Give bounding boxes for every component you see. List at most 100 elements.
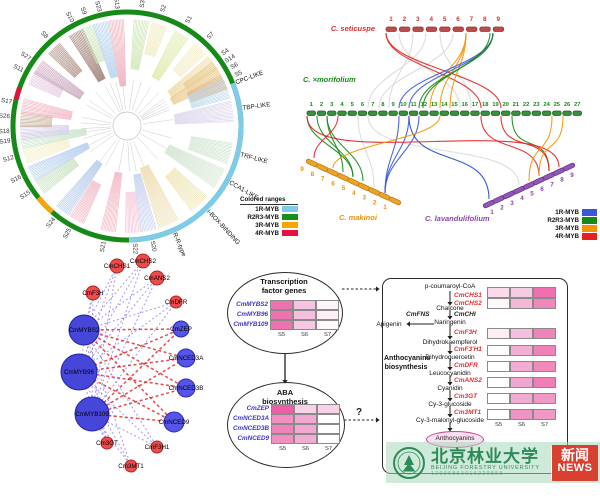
tree-clade-fan-line <box>174 46 199 73</box>
network-edge-myb-aba <box>83 329 175 423</box>
heatmap-cell <box>487 345 510 356</box>
heatmap-cell <box>271 404 294 414</box>
heatmap-cell <box>510 345 533 356</box>
tree-clade-fan-line <box>74 181 97 220</box>
chromosome-dash <box>378 110 388 116</box>
sample-column-header: S6 <box>300 332 309 338</box>
tree-clade-fan-line <box>186 74 222 94</box>
tree-clade-fan-line <box>99 22 115 78</box>
heatmap-cell <box>271 424 294 434</box>
tf-genes-ellipse <box>227 272 343 354</box>
tree-clade-fan-line <box>132 19 138 70</box>
tree-clade-fan-line <box>190 93 230 107</box>
tree-clade-fan-line <box>170 70 219 100</box>
phylo-subgroup-label: S11 <box>12 63 25 74</box>
tree-clade-fan-line <box>72 180 95 219</box>
tree-clade-fan-line <box>188 84 227 101</box>
tree-clade-fan-line <box>77 30 104 80</box>
tree-clade-fan-line <box>152 31 179 78</box>
chromosome-dash <box>521 110 531 116</box>
chromosome-number: 11 <box>411 102 418 108</box>
heatmap-cell <box>293 310 316 320</box>
tree-clade-fan-line <box>113 172 122 233</box>
tree-clade-fan-line <box>39 64 84 96</box>
tree-clade-fan-line <box>42 60 85 94</box>
arrowhead <box>447 351 453 355</box>
tree-clade-fan-line <box>173 102 232 116</box>
tree-clade-fan-line <box>20 117 53 121</box>
anthocyanins-biosynthesis-label-line2: biosynthesis <box>384 364 428 371</box>
synteny-legend-label: 4R-MYB <box>555 232 579 240</box>
tree-clade-fan-line <box>104 171 118 231</box>
tree-backbone-branch <box>131 82 142 111</box>
sample-column-header: S5 <box>278 446 287 452</box>
tree-clade-fan-line <box>69 180 94 217</box>
tree-clade-fan-line <box>140 173 157 230</box>
enzyme-label: CmF3'H1 <box>454 346 482 353</box>
network-edge-myb-flavonoid <box>91 413 158 448</box>
tree-backbone-branch <box>137 92 159 115</box>
network-node-label: CmMYB96 <box>64 369 94 376</box>
tree-clade-fan-line <box>65 162 102 215</box>
network-node-label: CmF3H <box>82 290 103 297</box>
tree-clade-fan-line <box>28 142 88 169</box>
tree-clade-fan-line <box>121 19 126 87</box>
heatmap-cell <box>510 328 533 339</box>
network-edge-myb-flavonoid <box>83 265 118 331</box>
tree-clade-fan-line <box>120 19 125 87</box>
heatmap-cell <box>317 434 340 444</box>
synteny-link <box>449 32 467 109</box>
news-label-cn: 新闻 <box>561 446 589 463</box>
tree-clade-fan-line <box>20 111 72 120</box>
tree-clade-fan-line <box>33 146 90 179</box>
tree-backbone-branch <box>142 119 173 125</box>
tree-clade-fan-line <box>191 97 231 109</box>
tree-clade-fan-line <box>22 104 73 116</box>
tree-clade-fan-line <box>170 69 219 100</box>
phylo-legend-label: 1R-MYB <box>255 205 279 213</box>
tree-clade-fan-line <box>174 107 233 119</box>
metabolite-label: Cy-3-glucoside <box>428 401 472 408</box>
tree-clade-fan-line <box>20 120 53 123</box>
tree-clade-fan-line <box>167 146 223 176</box>
chromosome-number: 8 <box>311 171 315 178</box>
tree-clade-fan-line <box>189 141 231 153</box>
chromosome-dash <box>562 110 572 116</box>
tree-clade-fan-line <box>33 147 90 180</box>
chromosome-dash <box>412 26 424 32</box>
network-node <box>74 396 110 432</box>
tree-clade-fan-line <box>138 173 154 230</box>
tree-clade-fan-line <box>74 32 102 81</box>
tree-clade-fan-line <box>114 19 123 87</box>
tree-clade-fan-line <box>118 19 125 87</box>
tree-clade-fan-line <box>26 146 71 164</box>
heatmap-cell <box>270 310 293 320</box>
arrowhead <box>447 302 453 306</box>
sample-column-header: S6 <box>517 422 526 428</box>
chromosome-dash <box>337 110 347 116</box>
chromosome-number: 21 <box>513 102 520 108</box>
phylo-subgroup-label: S16 <box>10 174 23 185</box>
synteny-link <box>398 32 494 109</box>
enzyme-label: CmDFR <box>454 362 478 369</box>
phylo-legend: Colored ranges 1R-MYB R2R3-MYB 3R-MYB 4R… <box>240 196 298 237</box>
tree-clade-fan-line <box>87 26 102 63</box>
tree-clade-fan-line <box>166 174 196 209</box>
chromosome-number: 14 <box>441 102 448 108</box>
chromosome-dash <box>439 26 451 32</box>
tree-clade-fan-line <box>38 65 83 96</box>
network-edge-myb-flavonoid <box>83 277 158 331</box>
arrowhead <box>447 398 453 402</box>
tree-clade-fan-line <box>140 167 163 228</box>
tree-clade-fan-line <box>34 147 91 181</box>
synteny-legend-item: 3R-MYB <box>525 224 597 232</box>
chromosome-dash <box>408 110 419 116</box>
tree-backbone-branch <box>140 101 166 118</box>
tree-clade-fan-line <box>20 118 53 122</box>
tree-clade-fan-line <box>146 165 176 222</box>
heatmap-cell <box>510 361 533 372</box>
tree-clade-fan-line <box>20 121 53 124</box>
tree-clade-fan-line <box>36 67 82 98</box>
phylo-legend-label: R2R3-MYB <box>247 213 279 221</box>
